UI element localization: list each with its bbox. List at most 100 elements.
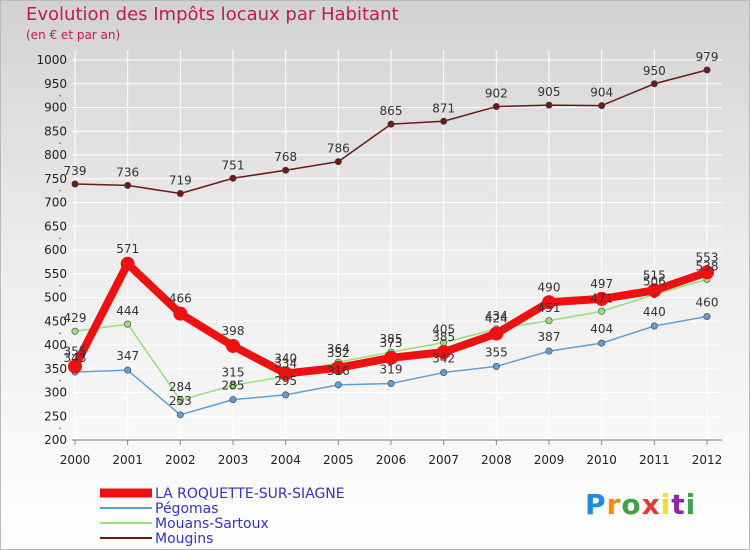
x-tick-label: 2005 (323, 453, 354, 467)
data-label: 719 (169, 173, 192, 187)
data-label: 334 (274, 356, 297, 370)
data-label: 553 (696, 250, 719, 264)
data-point (334, 381, 342, 389)
data-point (387, 120, 395, 128)
data-point (71, 180, 79, 188)
logo-letter: x (641, 488, 661, 521)
y-tick-label: 500 (44, 291, 67, 305)
data-point (489, 326, 504, 341)
data-point (71, 327, 79, 335)
x-tick-label: 2001 (112, 453, 143, 467)
data-label: 471 (590, 291, 613, 305)
data-label: 751 (222, 158, 245, 172)
data-label: 538 (696, 259, 719, 273)
data-label: 424 (485, 312, 508, 326)
data-label: 352 (327, 346, 350, 360)
x-tick-label: 2006 (376, 453, 407, 467)
data-point (545, 317, 553, 325)
chart-subtitle: (en € et par an) (26, 28, 121, 42)
data-point (334, 158, 342, 166)
logo-letter: o (621, 488, 642, 521)
data-label: 385 (380, 332, 403, 346)
data-label: 736 (116, 165, 139, 179)
data-point (650, 80, 658, 88)
data-label: 497 (590, 277, 613, 291)
legend-label: Mouans-Sartoux (155, 516, 269, 532)
data-label: 373 (380, 336, 403, 350)
x-tick-label: 2000 (60, 453, 91, 467)
data-point (124, 181, 132, 189)
data-label: 768 (274, 150, 297, 164)
data-label: 387 (538, 330, 561, 344)
y-tick-label: 750 (44, 172, 67, 186)
x-tick-label: 2003 (218, 453, 249, 467)
data-point (68, 359, 82, 374)
data-point (440, 369, 448, 377)
logo-letter: P (585, 488, 607, 521)
data-label: 871 (432, 101, 455, 115)
data-label: 440 (643, 305, 666, 319)
data-label: 355 (485, 345, 508, 359)
data-label: 398 (222, 324, 245, 338)
proxiti-logo: Proxiti (585, 488, 696, 521)
data-label: 285 (222, 379, 245, 393)
y-tick-label: 600 (44, 243, 67, 257)
data-label: 316 (327, 364, 350, 378)
data-label: 490 (538, 280, 561, 294)
data-point (542, 295, 556, 310)
series-layer (68, 66, 714, 419)
data-point (545, 347, 553, 355)
data-point (647, 283, 662, 298)
data-point (703, 312, 711, 320)
grid (72, 50, 722, 441)
data-point (436, 345, 451, 360)
data-label: 347 (116, 349, 139, 363)
data-point (384, 350, 398, 365)
data-point (492, 362, 500, 370)
y-tick-label: 900 (44, 101, 67, 115)
data-point (650, 322, 658, 330)
data-labels: 739 736 719 751 768 786 865 871 902 905 904 950 979 3… (64, 50, 719, 408)
y-tick-label: 950 (44, 77, 67, 91)
x-tick-label: 2004 (270, 453, 301, 467)
data-label: 902 (485, 87, 508, 101)
data-point (700, 265, 714, 280)
data-point (387, 379, 395, 387)
data-label: 434 (485, 309, 508, 323)
data-label: 506 (643, 275, 666, 289)
data-point (594, 291, 609, 306)
data-point (440, 117, 448, 125)
data-label: 444 (116, 304, 139, 318)
data-point (120, 256, 135, 271)
data-point (229, 174, 237, 182)
data-label: 319 (380, 362, 403, 376)
legend-label: Mougins (155, 531, 213, 547)
x-tick-label: 2008 (481, 453, 512, 467)
data-label: 904 (590, 86, 613, 100)
data-point (176, 411, 184, 419)
data-point (176, 396, 184, 404)
data-label: 429 (64, 311, 87, 325)
y-tick-label: 850 (44, 124, 67, 138)
data-label: 739 (64, 164, 87, 178)
data-label: 295 (274, 374, 297, 388)
axes: 200 250 300 350 400 450 500 550 600 650 700 750 800 8… (36, 53, 722, 467)
x-tick-label: 2002 (165, 453, 196, 467)
data-label: 253 (169, 394, 192, 408)
y-tick-label: 1000 (36, 53, 67, 67)
legend: LA ROQUETTE-SUR-SIAGNEPégomasMouans-Sart… (100, 486, 345, 547)
data-point (173, 306, 188, 321)
chart-title: Evolution des Impôts locaux par Habitant (26, 4, 399, 25)
data-label: 979 (696, 50, 719, 64)
data-point (229, 396, 237, 404)
data-label: 284 (169, 380, 192, 394)
y-tick-label: 550 (44, 267, 67, 281)
y-tick-label: 450 (44, 314, 67, 328)
data-label: 466 (169, 292, 192, 306)
data-label: 905 (538, 85, 561, 99)
data-point (331, 360, 346, 375)
data-label: 364 (327, 342, 350, 356)
data-point (124, 320, 132, 328)
data-label: 460 (696, 296, 719, 310)
data-label: 451 (538, 301, 561, 315)
